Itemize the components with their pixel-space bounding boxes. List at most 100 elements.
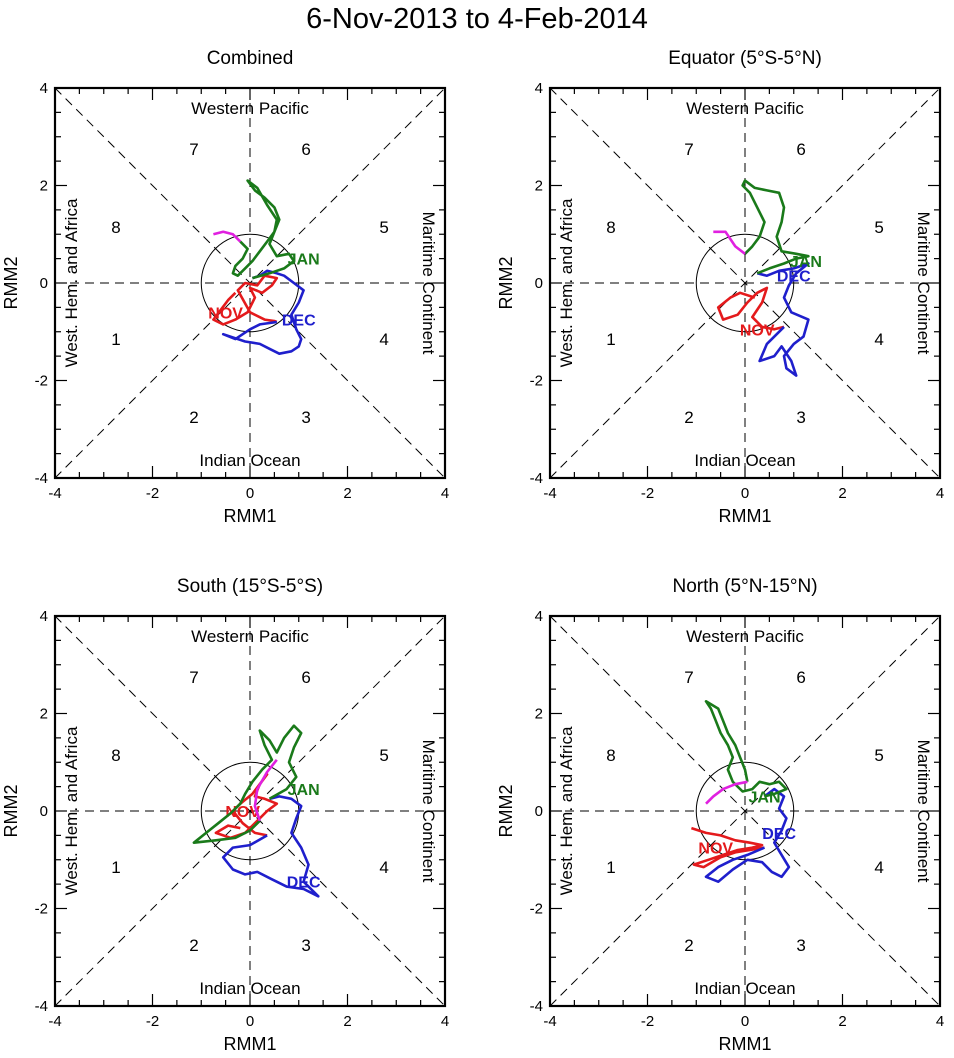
trajectory-nov xyxy=(214,773,279,840)
phase-label: 4 xyxy=(379,858,388,877)
x-tick-label: 2 xyxy=(343,1013,351,1030)
trajectory-dec xyxy=(221,269,305,356)
region-label-right: Maritime Continent xyxy=(914,740,933,883)
phase-label: 1 xyxy=(606,330,615,349)
trajectory-feb xyxy=(705,780,748,805)
y-tick-label: 0 xyxy=(40,803,48,820)
region-label-top: Western Pacific xyxy=(686,627,804,646)
y-tick-label: 4 xyxy=(40,608,48,625)
region-label-bottom: Indian Ocean xyxy=(199,451,300,470)
phase-label: 2 xyxy=(684,408,693,427)
phase-label: 5 xyxy=(379,746,388,765)
month-label-dec: DEC xyxy=(777,269,811,286)
y-tick-label: 0 xyxy=(40,275,48,292)
phase-label: 6 xyxy=(796,668,805,687)
trajectory-dec xyxy=(704,787,791,884)
trajectory-jan xyxy=(704,699,788,798)
x-tick-label: -4 xyxy=(48,485,61,502)
phase-label: 4 xyxy=(379,330,388,349)
x-tick-label: 2 xyxy=(343,485,351,502)
unit-circle xyxy=(695,233,795,333)
month-label-nov: NOV xyxy=(740,322,775,339)
panel-title: North (5°N-15°N) xyxy=(672,576,817,597)
x-tick-label: -2 xyxy=(641,485,654,502)
unit-circle xyxy=(200,233,300,333)
phase-label: 7 xyxy=(684,668,693,687)
y-tick-label: 2 xyxy=(535,706,543,723)
month-label-jan: JAN xyxy=(288,782,320,799)
region-label-bottom: Indian Ocean xyxy=(199,979,300,998)
y-tick-label: -2 xyxy=(530,901,543,918)
x-tick-label: 4 xyxy=(441,1013,449,1030)
x-tick-label: 2 xyxy=(838,1013,846,1030)
phase-label: 7 xyxy=(684,140,693,159)
y-tick-label: -4 xyxy=(530,998,543,1015)
y-tick-label: 4 xyxy=(40,80,48,97)
y-tick-label: 2 xyxy=(535,178,543,195)
x-tick-label: -2 xyxy=(641,1013,654,1030)
x-tick-label: 0 xyxy=(741,1013,749,1030)
x-tick-label: 0 xyxy=(246,485,254,502)
trajectory-dec xyxy=(756,262,810,377)
trajectory-feb xyxy=(713,230,746,255)
phase-label: 4 xyxy=(874,858,883,877)
x-axis-label: RMM1 xyxy=(719,1034,772,1054)
trajectory-nov xyxy=(690,826,765,869)
region-label-right: Maritime Continent xyxy=(419,740,438,883)
trajectory-jan xyxy=(231,179,296,280)
phase-label: 5 xyxy=(379,218,388,237)
y-tick-label: -2 xyxy=(35,901,48,918)
y-tick-label: 0 xyxy=(535,803,543,820)
region-label-left: West. Hem. and Africa xyxy=(62,198,81,367)
phase-label: 3 xyxy=(301,408,310,427)
x-tick-label: 4 xyxy=(936,485,944,502)
month-label-dec: DEC xyxy=(762,826,796,843)
month-label-nov: NOV xyxy=(698,841,733,858)
phase-label: 6 xyxy=(301,140,310,159)
x-tick-label: -4 xyxy=(543,485,556,502)
y-tick-label: -4 xyxy=(530,470,543,487)
month-label-dec: DEC xyxy=(282,313,316,330)
x-tick-label: 0 xyxy=(741,485,749,502)
phase-label: 1 xyxy=(606,858,615,877)
panel-title: Equator (5°S-5°N) xyxy=(668,48,822,69)
phase-label: 8 xyxy=(606,746,615,765)
phase-label: 5 xyxy=(874,218,883,237)
trajectory-feb xyxy=(213,230,242,243)
panels-container: -4 -2 0 2 4 -4 -2 0 2 4 Combined RMM1 RMM2 Western Pa… xyxy=(1,48,944,1054)
month-label-dec: DEC xyxy=(287,875,321,892)
x-tick-label: -2 xyxy=(146,1013,159,1030)
phase-label: 1 xyxy=(111,330,120,349)
x-tick-label: -4 xyxy=(48,1013,61,1030)
region-label-right: Maritime Continent xyxy=(419,212,438,355)
y-tick-label: -2 xyxy=(530,373,543,390)
x-tick-label: 4 xyxy=(441,485,449,502)
y-tick-label: 2 xyxy=(40,178,48,195)
y-tick-label: 4 xyxy=(535,80,543,97)
y-tick-label: -4 xyxy=(35,998,48,1015)
phase-label: 6 xyxy=(796,140,805,159)
trajectory-jan xyxy=(192,724,303,845)
month-label-jan: JAN xyxy=(288,252,320,269)
y-tick-label: 0 xyxy=(535,275,543,292)
y-tick-label: -4 xyxy=(35,470,48,487)
phase-label: 4 xyxy=(874,330,883,349)
phase-label: 7 xyxy=(189,140,198,159)
figure-title: 6-Nov-2013 to 4-Feb-2014 xyxy=(306,3,648,35)
phase-label: 3 xyxy=(796,936,805,955)
region-label-left: West. Hem. and Africa xyxy=(557,726,576,895)
region-label-left: West. Hem. and Africa xyxy=(62,726,81,895)
trajectory-dec xyxy=(221,795,320,898)
x-tick-label: 0 xyxy=(246,1013,254,1030)
region-label-right: Maritime Continent xyxy=(914,212,933,355)
phase-label: 7 xyxy=(189,668,198,687)
phase-label: 8 xyxy=(606,218,615,237)
region-label-top: Western Pacific xyxy=(686,99,804,118)
phase-panel-2: -4 -2 0 2 4 -4 -2 0 2 4 Equator (5°S-5°N) RMM1 RMM2 W… xyxy=(496,48,944,526)
trajectory-feb xyxy=(253,758,278,822)
phase-label: 1 xyxy=(111,858,120,877)
phase-panel-1: -4 -2 0 2 4 -4 -2 0 2 4 Combined RMM1 RMM2 Western Pa… xyxy=(1,48,449,526)
x-tick-label: -4 xyxy=(543,1013,556,1030)
region-label-left: West. Hem. and Africa xyxy=(557,198,576,367)
y-axis-label: RMM2 xyxy=(496,785,516,838)
